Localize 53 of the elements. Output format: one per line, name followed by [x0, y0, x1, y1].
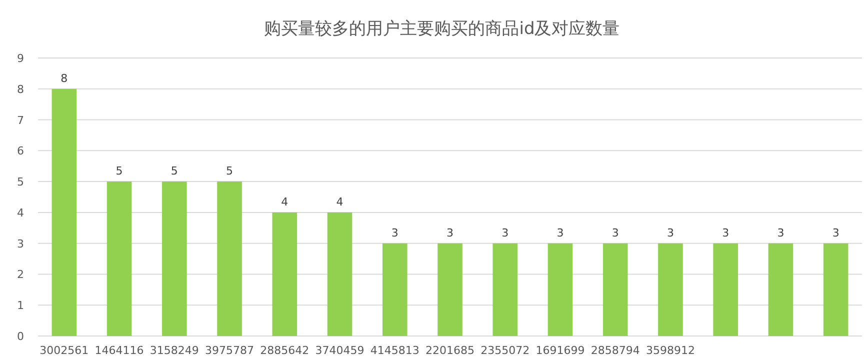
bar [713, 243, 738, 336]
data-label: 4 [336, 195, 344, 208]
data-label: 8 [60, 72, 68, 85]
data-label: 4 [281, 195, 288, 208]
y-tick-label: 5 [17, 176, 24, 189]
bar [52, 88, 77, 336]
data-label: 3 [612, 226, 619, 240]
bar [382, 243, 408, 336]
data-label: 3 [391, 226, 398, 240]
y-tick-label: 4 [17, 206, 24, 220]
bar [438, 243, 462, 336]
x-tick-label: 3740459 [315, 344, 364, 357]
x-tick-label: 4145813 [370, 344, 420, 357]
data-label: 3 [832, 226, 840, 240]
y-tick-label: 9 [17, 52, 24, 65]
y-tick-label: 3 [17, 237, 24, 250]
data-label: 3 [446, 226, 454, 240]
data-label: 5 [116, 164, 123, 178]
y-tick-label: 8 [17, 82, 24, 96]
x-tick-label: 2355072 [480, 344, 530, 357]
x-tick-label: 2885642 [260, 344, 310, 357]
x-tick-label: 2201685 [426, 344, 474, 357]
bar [162, 182, 187, 336]
y-tick-label: 7 [17, 114, 24, 127]
bar [272, 212, 298, 336]
bar [327, 212, 352, 336]
x-tick-label: 1464116 [94, 344, 144, 357]
bar [658, 243, 683, 336]
data-label: 3 [777, 226, 784, 240]
bar [492, 243, 518, 336]
x-tick-label: 3002561 [40, 344, 89, 357]
chart-title: 购买量较多的用户主要购买的商品id及对应数量 [264, 19, 620, 39]
bar [217, 182, 242, 336]
x-tick-label: 3158249 [150, 344, 199, 357]
bar [548, 243, 573, 336]
data-label: 5 [226, 164, 234, 178]
data-label: 3 [502, 226, 509, 240]
bar [602, 243, 628, 336]
data-label: 3 [722, 226, 730, 240]
data-label: 5 [170, 164, 178, 178]
data-label: 3 [556, 226, 564, 240]
bar [823, 243, 848, 336]
x-tick-label: 1691699 [536, 344, 585, 357]
y-tick-label: 2 [17, 268, 24, 282]
y-tick-label: 1 [17, 299, 24, 312]
x-tick-label: 2858794 [590, 344, 640, 357]
x-tick-label: 3975787 [205, 344, 254, 357]
x-tick-label: 3598912 [646, 344, 695, 357]
bar [106, 182, 132, 336]
y-tick-label: 0 [17, 330, 24, 343]
y-tick-label: 6 [17, 144, 24, 158]
bar [768, 243, 794, 336]
data-label: 3 [666, 226, 674, 240]
